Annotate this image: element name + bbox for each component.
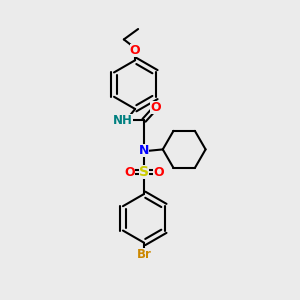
Text: NH: NH — [113, 114, 133, 127]
Text: N: N — [139, 144, 149, 158]
Text: O: O — [150, 101, 161, 114]
Text: O: O — [124, 166, 135, 179]
Text: S: S — [139, 165, 149, 179]
Text: O: O — [130, 44, 140, 57]
Text: O: O — [153, 166, 164, 179]
Text: Br: Br — [136, 248, 152, 260]
